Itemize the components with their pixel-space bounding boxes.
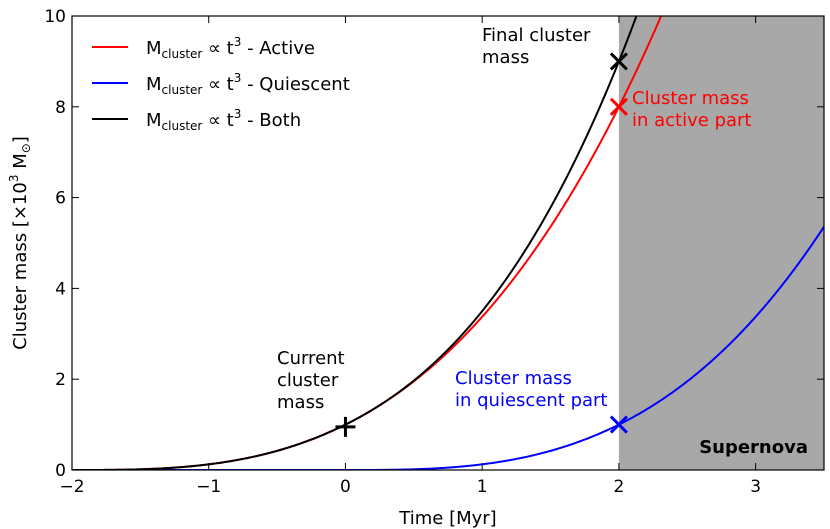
active-mass-marker [609,97,628,116]
supernova-region [618,16,824,470]
current-mass-marker [335,416,356,437]
y-tick-label: 2 [55,370,66,390]
legend-entry-active: Mcluster ∝ t3 - Active [146,35,315,61]
legend-entry-both: Mcluster ∝ t3 - Both [146,107,301,133]
x-tick-label: −2 [59,477,84,497]
y-tick-label: 4 [55,279,66,299]
x-axis-ticks: −2 −1 0 1 2 3 [59,16,761,497]
y-tick-label: 6 [55,189,66,209]
markers [335,52,628,437]
y-tick-label: 10 [44,7,66,27]
plot-frame [71,15,825,471]
annotation-final: Final cluster mass [482,25,596,68]
quiescent-mass-marker [609,415,628,434]
legend-entry-quiescent: Mcluster ∝ t3 - Quiescent [146,71,350,97]
x-tick-label: 0 [340,477,351,497]
legend: Mcluster ∝ t3 - Active Mcluster ∝ t3 - Q… [92,35,350,133]
x-tick-label: −1 [196,477,221,497]
y-axis-label: Cluster mass [×103 M⊙] [7,136,33,350]
x-axis-label: Time [Myr] [398,508,496,529]
y-axis-ticks: 0 2 4 6 8 10 [44,7,824,481]
x-tick-label: 1 [477,477,488,497]
y-tick-label: 0 [55,461,66,481]
annotation-quiescent: Cluster mass in quiescent part [455,368,608,411]
annotation-current: Current cluster mass [277,348,350,413]
series-line-quiescent [72,226,824,470]
x-tick-label: 3 [750,477,761,497]
supernova-label: Supernova [699,437,808,458]
annotation-active: Cluster mass in active part [632,88,755,131]
x-tick-label: 2 [613,477,624,497]
final-mass-marker [609,52,628,71]
series-line-both [72,16,638,470]
y-tick-label: 8 [55,98,66,118]
